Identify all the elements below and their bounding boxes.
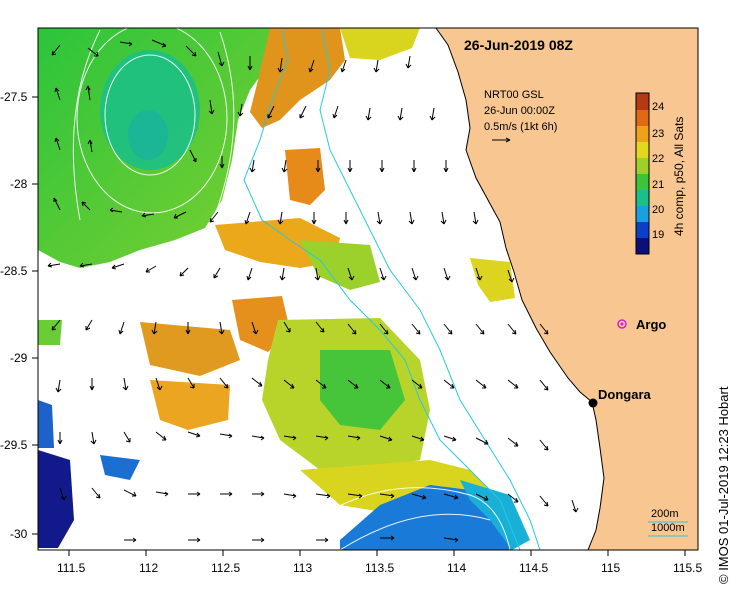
sst-patch-west-green bbox=[38, 320, 62, 345]
bathymetry-contours bbox=[243, 29, 541, 550]
x-tick-114-5: 114.5 bbox=[519, 561, 548, 575]
product-scale: 0.5m/s (1kt 6h) bbox=[484, 121, 557, 133]
x-tick-111-5: 111.5 bbox=[57, 561, 86, 575]
current-vectors bbox=[47, 39, 579, 543]
product-source: NRT00 GSL bbox=[484, 89, 544, 101]
sst-patch-mid-green bbox=[300, 240, 380, 290]
x-tick-115-5: 115.5 bbox=[673, 561, 702, 575]
colorbar-swatch-0 bbox=[636, 238, 649, 254]
colorbar-swatch-2 bbox=[636, 206, 649, 222]
sst-patch-west-cold bbox=[38, 450, 74, 548]
colorbar-tick-21: 21 bbox=[652, 179, 664, 191]
scale-arrow bbox=[492, 137, 511, 143]
sst-patch-coastal-yellow bbox=[470, 258, 515, 302]
colorbar-swatch-7 bbox=[636, 126, 649, 142]
sst-patch-west-blue-2 bbox=[100, 455, 140, 480]
colorbar-label: 4h comp, p50, All Sats bbox=[672, 117, 686, 236]
depth-legend-200m: 200m bbox=[651, 508, 679, 520]
current-arrows-middle bbox=[47, 137, 515, 283]
sst-patch-north-warm bbox=[250, 28, 345, 128]
plot-border bbox=[37, 27, 699, 551]
dongara-marker[interactable] bbox=[588, 398, 598, 408]
colorbar: 19 20 21 22 23 24 4h comp, p50, All Sats bbox=[635, 92, 686, 255]
y-tick-27-5: -27.5 bbox=[0, 90, 28, 104]
dongara-label: Dongara bbox=[598, 387, 652, 402]
y-tick-29-5: -29.5 bbox=[0, 438, 28, 452]
sst-patch-orange-5 bbox=[150, 380, 230, 430]
colorbar-swatch-8 bbox=[636, 110, 649, 126]
depth-legend: 200m 1000m bbox=[648, 508, 688, 537]
product-time: 26-Jun 00:00Z bbox=[484, 105, 555, 117]
land-western-australia bbox=[436, 28, 698, 550]
imos-credit: © IMOS 01-Jul-2019 12:23 Hobart bbox=[716, 386, 731, 584]
map-date-title: 26-Jun-2019 08Z bbox=[464, 37, 573, 53]
colorbar-swatch-1 bbox=[636, 222, 649, 238]
sst-field bbox=[38, 28, 530, 550]
depth-legend-1000m: 1000m bbox=[651, 522, 685, 534]
y-axis-ticks bbox=[32, 96, 38, 535]
sst-cool-core bbox=[100, 50, 200, 170]
sst-patch-north-yellow bbox=[340, 28, 420, 60]
colorbar-tick-23: 23 bbox=[652, 128, 664, 140]
y-tick-29: -29 bbox=[10, 351, 28, 365]
colorbar-swatch-6 bbox=[636, 142, 649, 158]
current-arrows-north bbox=[51, 39, 436, 121]
colorbar-swatch-4 bbox=[636, 174, 649, 190]
sst-patch-west-blue bbox=[38, 400, 54, 448]
x-tick-112-5: 112.5 bbox=[211, 561, 240, 575]
x-axis-ticks bbox=[68, 550, 686, 556]
colorbar-tick-20: 20 bbox=[652, 204, 664, 216]
sst-contours bbox=[72, 28, 511, 550]
colorbar-tick-19: 19 bbox=[652, 229, 664, 241]
sst-patch-orange-4 bbox=[140, 322, 240, 376]
colorbar-tick-22: 22 bbox=[652, 153, 664, 165]
colorbar-tick-24: 24 bbox=[652, 101, 664, 113]
x-tick-114: 114 bbox=[447, 561, 466, 575]
argo-marker[interactable] bbox=[617, 319, 627, 329]
y-tick-30: -30 bbox=[10, 527, 28, 541]
y-tick-28-5: -28.5 bbox=[0, 264, 28, 278]
sst-patch-south-blue bbox=[340, 485, 512, 550]
x-tick-113-5: 113.5 bbox=[365, 561, 394, 575]
sst-patch-mid-orange-1 bbox=[285, 148, 325, 205]
colorbar-swatch-5 bbox=[636, 158, 649, 174]
x-tick-113: 113 bbox=[293, 561, 312, 575]
y-tick-28: -28 bbox=[10, 177, 28, 191]
sst-cool-center bbox=[128, 110, 168, 160]
colorbar-swatch-3 bbox=[636, 190, 649, 206]
x-tick-112: 112 bbox=[139, 561, 158, 575]
current-arrows-south bbox=[51, 319, 579, 543]
coastline bbox=[435, 28, 605, 550]
x-tick-115: 115 bbox=[601, 561, 620, 575]
sst-patch-central-green bbox=[320, 350, 405, 430]
colorbar-swatch-9 bbox=[636, 93, 649, 110]
argo-label: Argo bbox=[636, 317, 666, 332]
